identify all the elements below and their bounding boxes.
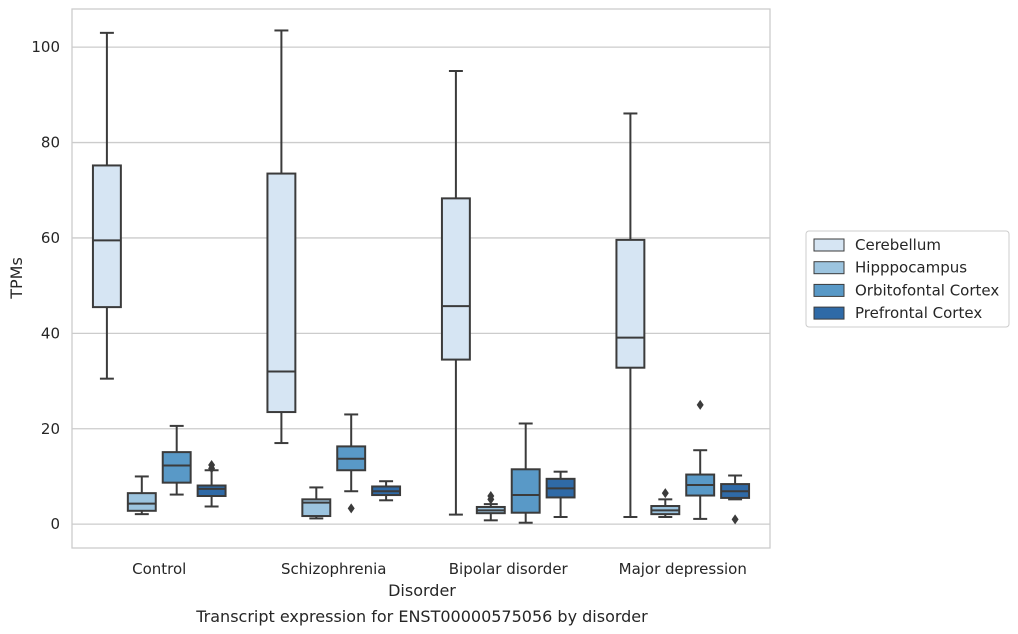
box-iqr xyxy=(91,164,122,309)
box xyxy=(196,460,227,508)
x-tick-label: Major depression xyxy=(619,560,747,578)
box xyxy=(336,413,367,514)
y-tick-label: 100 xyxy=(31,38,60,56)
box xyxy=(266,29,297,445)
legend-swatch xyxy=(813,306,845,320)
box xyxy=(720,474,751,525)
outlier-point xyxy=(696,399,704,410)
x-tick-labels: Control Schizophrenia Bipolar disorder Majo… xyxy=(132,560,747,578)
plot-frame xyxy=(71,8,771,549)
box xyxy=(545,470,576,518)
x-tick-label: Schizophrenia xyxy=(281,560,386,578)
legend-swatch xyxy=(813,238,845,252)
box xyxy=(301,486,332,520)
y-tick-label: 60 xyxy=(41,229,60,247)
box xyxy=(650,488,681,518)
box-iqr xyxy=(196,484,227,498)
outlier-point xyxy=(731,514,739,525)
box xyxy=(615,112,646,518)
box xyxy=(440,70,471,516)
outlier-point xyxy=(661,488,669,499)
y-tick-labels: 0 20 40 60 80 100 xyxy=(31,38,60,533)
outlier-point xyxy=(487,491,495,502)
box xyxy=(161,424,192,496)
box-iqr xyxy=(266,172,297,414)
x-tick-label: Control xyxy=(132,560,186,578)
legend-label: Hipppocampus xyxy=(855,259,967,277)
legend-frame xyxy=(805,230,1010,328)
outlier-point xyxy=(347,503,355,514)
box-series xyxy=(91,29,751,525)
x-tick-label: Bipolar disorder xyxy=(449,560,569,578)
y-axis-title: TPMs xyxy=(7,257,26,300)
legend-label: Prefrontal Cortex xyxy=(855,304,982,322)
legend-label: Cerebellum xyxy=(855,236,941,254)
y-tick-label: 40 xyxy=(41,324,60,342)
y-tick-label: 20 xyxy=(41,420,60,438)
legend-swatch xyxy=(813,261,845,275)
chart-caption: Transcript expression for ENST0000057505… xyxy=(195,607,648,626)
box xyxy=(126,475,157,516)
legend: Cerebellum Hipppocampus Orbitofontal Corte… xyxy=(805,230,1010,328)
outlier-point xyxy=(208,460,216,471)
legend-label: Orbitofontal Cortex xyxy=(855,281,999,299)
box-iqr xyxy=(615,238,646,369)
y-tick-label: 0 xyxy=(50,515,60,533)
box-iqr xyxy=(440,197,471,361)
box xyxy=(510,422,541,524)
y-tick-label: 80 xyxy=(41,134,60,152)
box xyxy=(91,31,122,380)
box xyxy=(371,480,402,502)
box-iqr xyxy=(161,451,192,484)
box-iqr xyxy=(126,492,157,512)
box xyxy=(475,491,506,522)
box-iqr xyxy=(510,468,541,514)
box xyxy=(685,399,716,520)
gridlines xyxy=(72,46,770,525)
legend-swatch xyxy=(813,283,845,297)
x-axis-title: Disorder xyxy=(388,581,456,600)
